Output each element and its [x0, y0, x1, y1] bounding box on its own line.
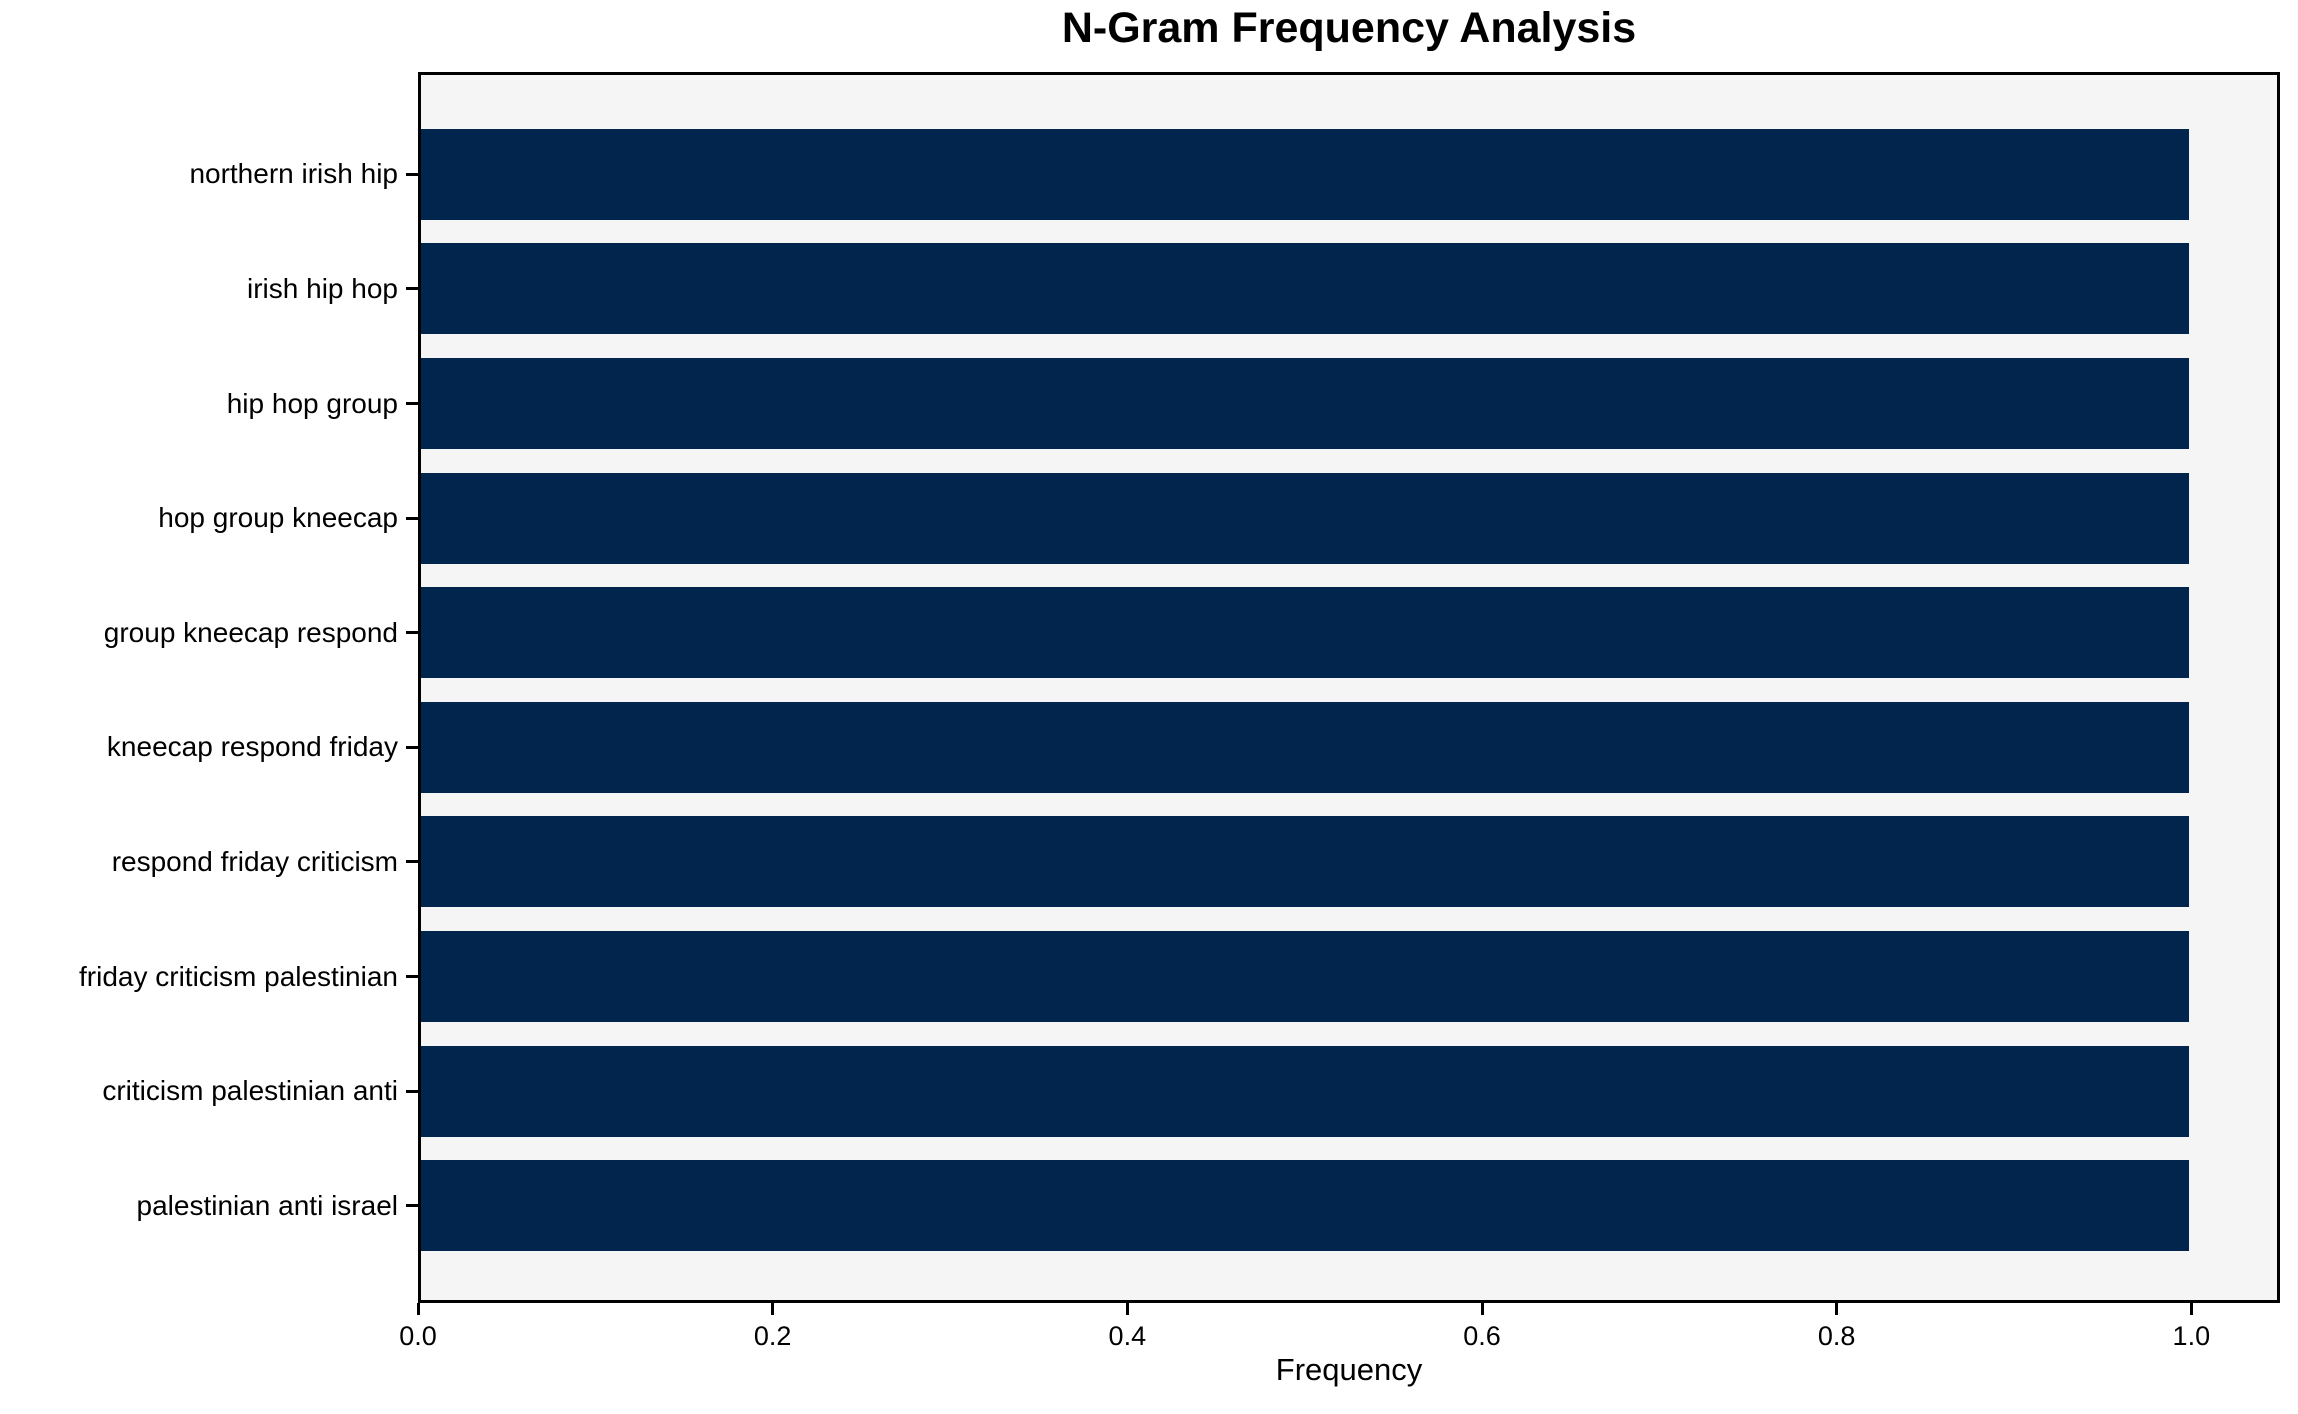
x-tick-mark	[1480, 1303, 1484, 1315]
x-tick-label: 0.4	[1108, 1321, 1147, 1351]
x-tick-mark	[416, 1303, 420, 1315]
y-tick-mark	[406, 631, 418, 635]
x-tick-mark	[771, 1303, 775, 1315]
y-tick-label: respond friday criticism	[111, 845, 398, 877]
y-tick-mark	[406, 1089, 418, 1093]
y-tick-label: kneecap respond friday	[106, 731, 398, 763]
y-tick-mark	[406, 402, 418, 405]
bar-hop-group-kneecap	[421, 472, 2189, 564]
bar-group-kneecap-respond	[421, 587, 2189, 679]
y-tick-label: hip hop group	[226, 387, 398, 419]
x-tick-mark	[1835, 1303, 1839, 1315]
y-tick-label: friday criticism palestinian	[79, 960, 398, 992]
chart-title: N-Gram Frequency Analysis	[1061, 4, 1637, 52]
y-tick-mark	[406, 287, 418, 291]
y-tick-label: palestinian anti israel	[136, 1189, 399, 1221]
y-tick-mark	[406, 1204, 418, 1208]
y-tick-mark	[406, 860, 418, 864]
y-tick-label: hop group kneecap	[158, 502, 398, 534]
x-tick-label: 1.0	[2172, 1321, 2211, 1351]
y-tick-label: irish hip hop	[247, 272, 398, 304]
y-tick-label: group kneecap respond	[103, 616, 398, 648]
y-tick-mark	[406, 975, 418, 978]
bar-friday-criticism-palestinian	[421, 931, 2189, 1022]
bar-respond-friday-criticism	[421, 816, 2189, 908]
y-tick-mark	[406, 745, 418, 749]
y-tick-mark	[406, 172, 418, 176]
y-tick-label: criticism palestinian anti	[102, 1075, 398, 1107]
bar-kneecap-respond-friday	[421, 701, 2189, 793]
x-tick-label: 0.6	[1463, 1321, 1501, 1351]
bar-irish-hip-hop	[421, 243, 2189, 335]
bar-northern-irish-hip	[421, 128, 2189, 220]
plot-area	[418, 72, 2280, 1303]
bar-palestinian-anti-israel	[421, 1160, 2189, 1252]
x-axis-label: Frequency	[1275, 1352, 1423, 1387]
bar-hip-hop-group	[421, 358, 2189, 449]
x-tick-label: 0.0	[399, 1321, 437, 1351]
y-tick-mark	[406, 516, 418, 520]
x-tick-label: 0.8	[1817, 1321, 1856, 1351]
bar-criticism-palestinian-anti	[421, 1045, 2189, 1137]
y-tick-label: northern irish hip	[189, 158, 398, 190]
x-tick-mark	[2189, 1303, 2193, 1315]
x-tick-label: 0.2	[753, 1321, 792, 1351]
x-tick-mark	[1125, 1303, 1129, 1315]
